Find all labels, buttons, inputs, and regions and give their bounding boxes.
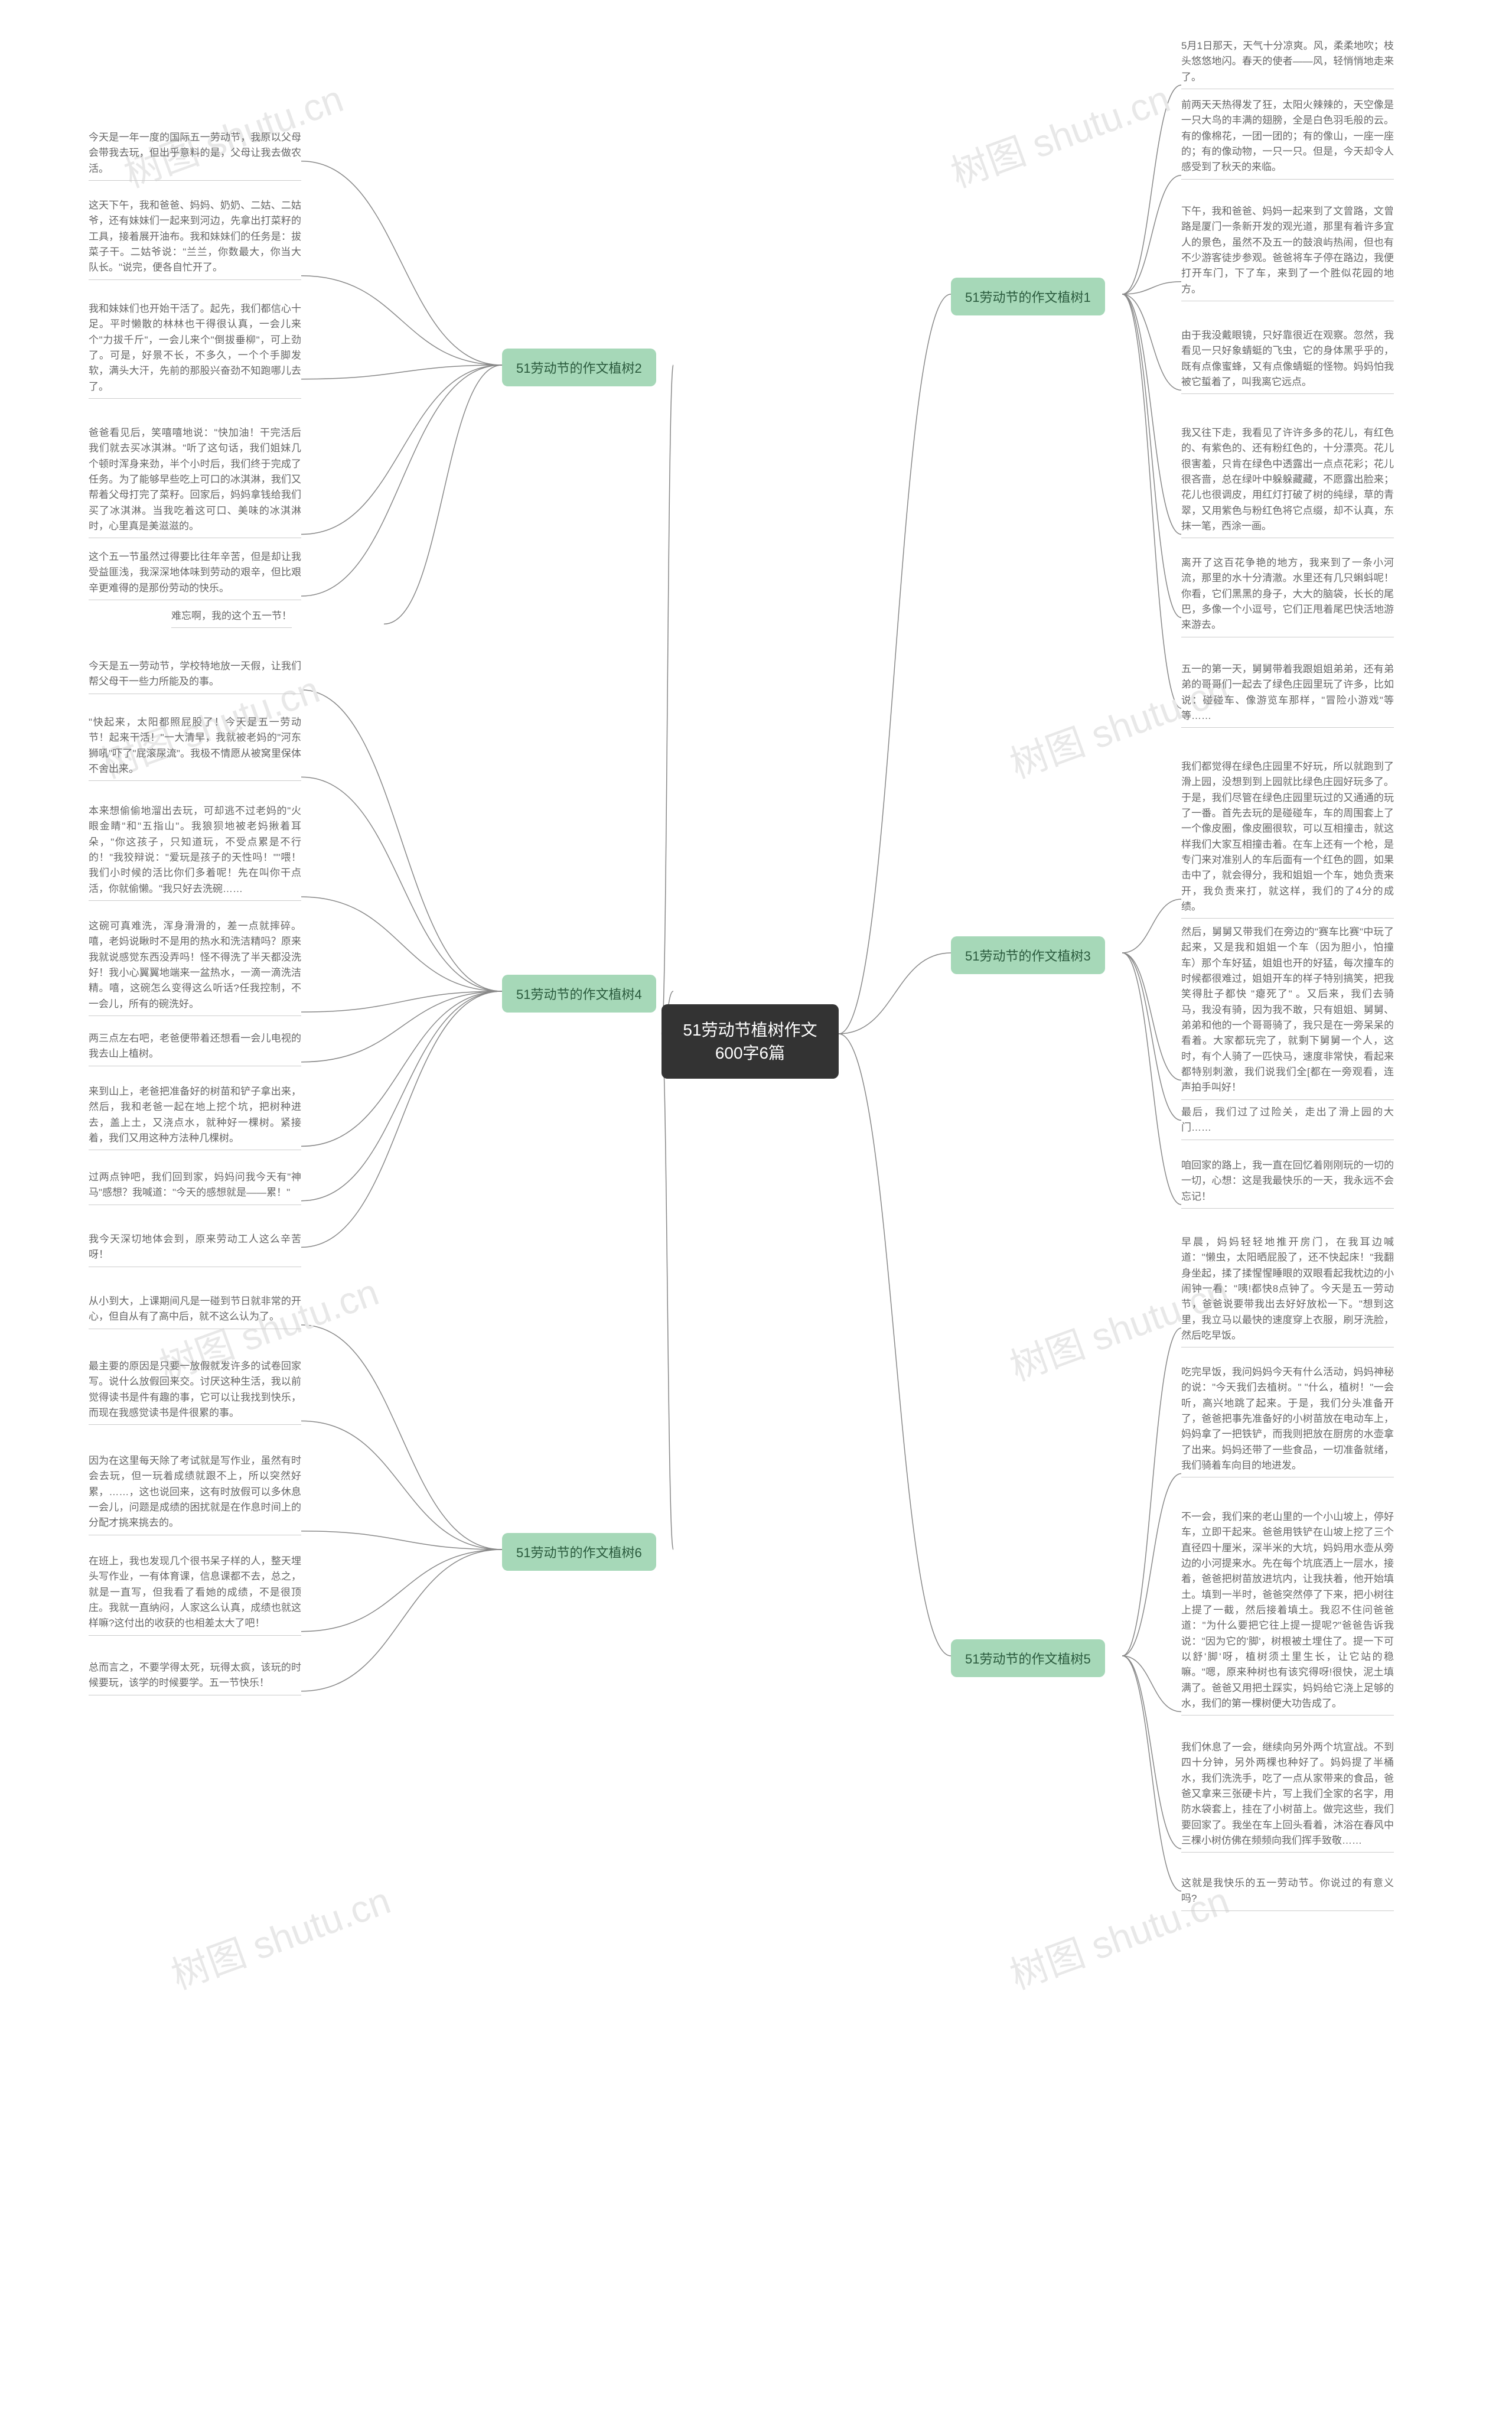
leaf-text: 我和妹妹们也开始干活了。起先，我们都信心十足。平时懒散的林林也干得很认真，一会儿… bbox=[89, 301, 301, 399]
branch-b4[interactable]: 51劳动节的作文植树4 bbox=[502, 975, 656, 1013]
leaf-text: 我又往下走，我看见了许许多多的花儿，有红色的、有紫色的、还有粉红色的，十分漂亮。… bbox=[1181, 425, 1394, 538]
leaf-text: 咱回家的路上，我一直在回忆着刚刚玩的一切的一切，心想：这是我最快乐的一天，我永远… bbox=[1181, 1158, 1394, 1209]
leaf-text: 本来想偷偷地溜出去玩，可却逃不过老妈的"火眼金睛"和"五指山"。我狼狈地被老妈揪… bbox=[89, 803, 301, 901]
leaf-text: 五一的第一天，舅舅带着我跟姐姐弟弟，还有弟弟的哥哥们一起去了绿色庄园里玩了许多，… bbox=[1181, 662, 1394, 728]
leaf-text: 这碗可真难洗，浑身滑滑的，差一点就摔碎。嘻，老妈说瞅时不是用的热水和洗洁精吗？原… bbox=[89, 919, 301, 1016]
leaf-text: 来到山上，老爸把准备好的树苗和铲子拿出来，然后，我和老爸一起在地上挖个坑，把树种… bbox=[89, 1084, 301, 1150]
leaf-text: "快起来，太阳都照屁股了！今天是五一劳动节！起来干活！"一大清早，我就被老妈的"… bbox=[89, 715, 301, 781]
leaf-text: 我今天深切地体会到，原来劳动工人这么辛苦呀！ bbox=[89, 1232, 301, 1267]
leaf-text: 我们都觉得在绿色庄园里不好玩，所以就跑到了滑上园，没想到到上园就比绿色庄园好玩多… bbox=[1181, 759, 1394, 919]
leaf-text: 因为在这里每天除了考试就是写作业，虽然有时会去玩，但一玩着成绩就跟不上，所以突然… bbox=[89, 1453, 301, 1535]
branch-b1[interactable]: 51劳动节的作文植树1 bbox=[951, 278, 1105, 315]
leaf-text: 我们休息了一会，继续向另外两个坑宣战。不到四十分钟，另外两棵也种好了。妈妈提了半… bbox=[1181, 1740, 1394, 1853]
leaf-text: 总而言之，不要学得太死，玩得太疯，该玩的时候要玩，该学的时候要学。五一节快乐！ bbox=[89, 1660, 301, 1695]
leaf-text: 两三点左右吧，老爸便带着还想看一会儿电视的我去山上植树。 bbox=[89, 1031, 301, 1066]
watermark: 树图 shutu.cn bbox=[163, 1870, 397, 2000]
leaf-text: 今天是五一劳动节，学校特地放一天假，让我们帮父母干一些力所能及的事。 bbox=[89, 659, 301, 694]
leaf-text: 在班上，我也发现几个很书呆子样的人，整天埋头写作业，一有体育课，信息课都不去，总… bbox=[89, 1554, 301, 1636]
leaf-text: 5月1日那天，天气十分凉爽。风，柔柔地吹；枝头悠悠地闪。春天的使者——风，轻悄悄… bbox=[1181, 38, 1394, 89]
branch-b3[interactable]: 51劳动节的作文植树3 bbox=[951, 936, 1105, 974]
leaf-text: 吃完早饭，我问妈妈今天有什么活动，妈妈神秘的说："今天我们去植树。" "什么，植… bbox=[1181, 1365, 1394, 1477]
leaf-text: 前两天天热得发了狂，太阳火辣辣的，天空像是一只大鸟的丰满的翅膀，全是白色羽毛般的… bbox=[1181, 97, 1394, 180]
leaf-text: 早晨，妈妈轻轻地推开房门，在我耳边喊道："懒虫，太阳晒屁股了，还不快起床！"我翻… bbox=[1181, 1235, 1394, 1347]
leaf-text: 这个五一节虽然过得要比往年辛苦，但是却让我受益匪浅，我深深地体味到劳动的艰辛，但… bbox=[89, 549, 301, 600]
leaf-text: 爸爸看见后，笑嘻嘻地说："快加油！干完活后我们就去买冰淇淋。"听了这句话，我们姐… bbox=[89, 425, 301, 538]
leaf-text: 过两点钟吧，我们回到家，妈妈问我今天有"神马"感想？我喊道："今天的感想就是——… bbox=[89, 1170, 301, 1205]
leaf-text: 从小到大，上课期间凡是一碰到节日就非常的开心，但自从有了高中后，就不这么认为了。 bbox=[89, 1294, 301, 1329]
leaf-text: 然后，舅舅又带我们在旁边的"赛车比赛"中玩了起来，又是我和姐姐一个车（因为胆小，… bbox=[1181, 925, 1394, 1100]
leaf-text: 不一会，我们来的老山里的一个小山坡上，停好车，立即干起来。爸爸用铁铲在山坡上挖了… bbox=[1181, 1509, 1394, 1716]
leaf-text: 离开了这百花争艳的地方，我来到了一条小河流，那里的水十分清澈。水里还有几只蝌蚪呢… bbox=[1181, 555, 1394, 637]
branch-b5[interactable]: 51劳动节的作文植树5 bbox=[951, 1639, 1105, 1677]
leaf-text: 难忘啊，我的这个五一节！ bbox=[171, 608, 292, 628]
leaf-text: 最主要的原因是只要一放假就发许多的试卷回家写。说什么放假回来交。讨厌这种生活，我… bbox=[89, 1359, 301, 1425]
watermark: 树图 shutu.cn bbox=[943, 69, 1177, 198]
mindmap-root[interactable]: 51劳动节植树作文600字6篇 bbox=[662, 1004, 839, 1079]
leaf-text: 这就是我快乐的五一劳动节。你说过的有意义吗? bbox=[1181, 1876, 1394, 1911]
branch-b2[interactable]: 51劳动节的作文植树2 bbox=[502, 349, 656, 386]
leaf-text: 今天是一年一度的国际五一劳动节，我原以父母会带我去玩，但出乎意料的是，父母让我去… bbox=[89, 130, 301, 181]
leaf-text: 由于我没戴眼镜，只好靠很近在观察。忽然，我看见一只好象蜻蜓的飞虫，它的身体黑乎乎… bbox=[1181, 328, 1394, 394]
leaf-text: 这天下午，我和爸爸、妈妈、奶奶、二姑、二姑爷，还有妹妹们一起来到河边，先拿出打菜… bbox=[89, 198, 301, 280]
branch-b6[interactable]: 51劳动节的作文植树6 bbox=[502, 1533, 656, 1571]
leaf-text: 下午，我和爸爸、妈妈一起来到了文曾路，文曾路是厦门一条新开发的观光道，那里有着许… bbox=[1181, 204, 1394, 301]
leaf-text: 最后，我们过了过险关，走出了滑上园的大门…… bbox=[1181, 1105, 1394, 1140]
